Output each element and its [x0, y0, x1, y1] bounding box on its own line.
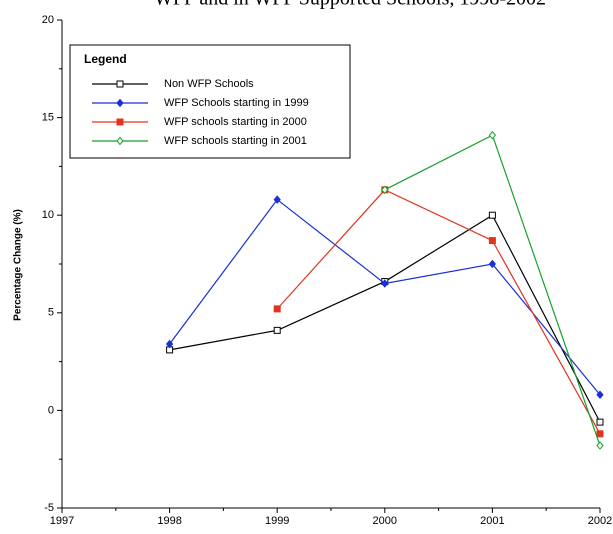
x-tick-label: 1997 [50, 515, 74, 527]
marker [273, 305, 281, 313]
y-tick-label: 0 [48, 404, 54, 416]
marker [596, 441, 604, 450]
marker [596, 390, 604, 400]
x-tick-label: 2002 [588, 515, 612, 527]
y-tick-label: -5 [44, 502, 54, 514]
x-tick-label: 1998 [157, 515, 181, 527]
legend-marker [116, 136, 124, 146]
marker [488, 130, 497, 140]
marker [165, 339, 174, 349]
marker [488, 237, 496, 245]
y-tick-label: 20 [42, 14, 54, 26]
y-tick-label: 15 [42, 112, 54, 124]
chart-title: WFP and in WFP Supported Schools, 1998-2… [154, 0, 546, 10]
marker [596, 430, 604, 438]
marker [488, 211, 496, 219]
legend-marker [116, 118, 124, 126]
legend-label: WFP Schools starting in 1999 [164, 97, 309, 109]
series-line [384, 134, 601, 446]
legend-marker [116, 98, 124, 108]
marker [273, 326, 281, 334]
y-tick-label: 5 [48, 307, 54, 319]
marker [381, 185, 389, 195]
legend-label: Non WFP Schools [164, 78, 254, 90]
y-axis-label: Percentage Change (%) [13, 209, 24, 321]
legend-title: Legend [84, 52, 127, 66]
legend: Legend Non WFP Schools WFP Schools startin… [69, 44, 351, 159]
marker [596, 418, 604, 426]
marker [381, 279, 389, 288]
x-tick-label: 2000 [373, 515, 397, 527]
legend-marker [116, 80, 124, 88]
x-tick-label: 2001 [480, 515, 504, 527]
legend-box [69, 44, 351, 159]
series-line [276, 189, 601, 435]
legend-label: WFP schools starting in 2000 [164, 116, 307, 128]
legend-label: WFP schools starting in 2001 [164, 135, 307, 147]
x-tick-label: 1999 [265, 515, 289, 527]
y-tick-label: 10 [42, 209, 54, 221]
marker [488, 259, 497, 269]
marker [273, 195, 281, 204]
